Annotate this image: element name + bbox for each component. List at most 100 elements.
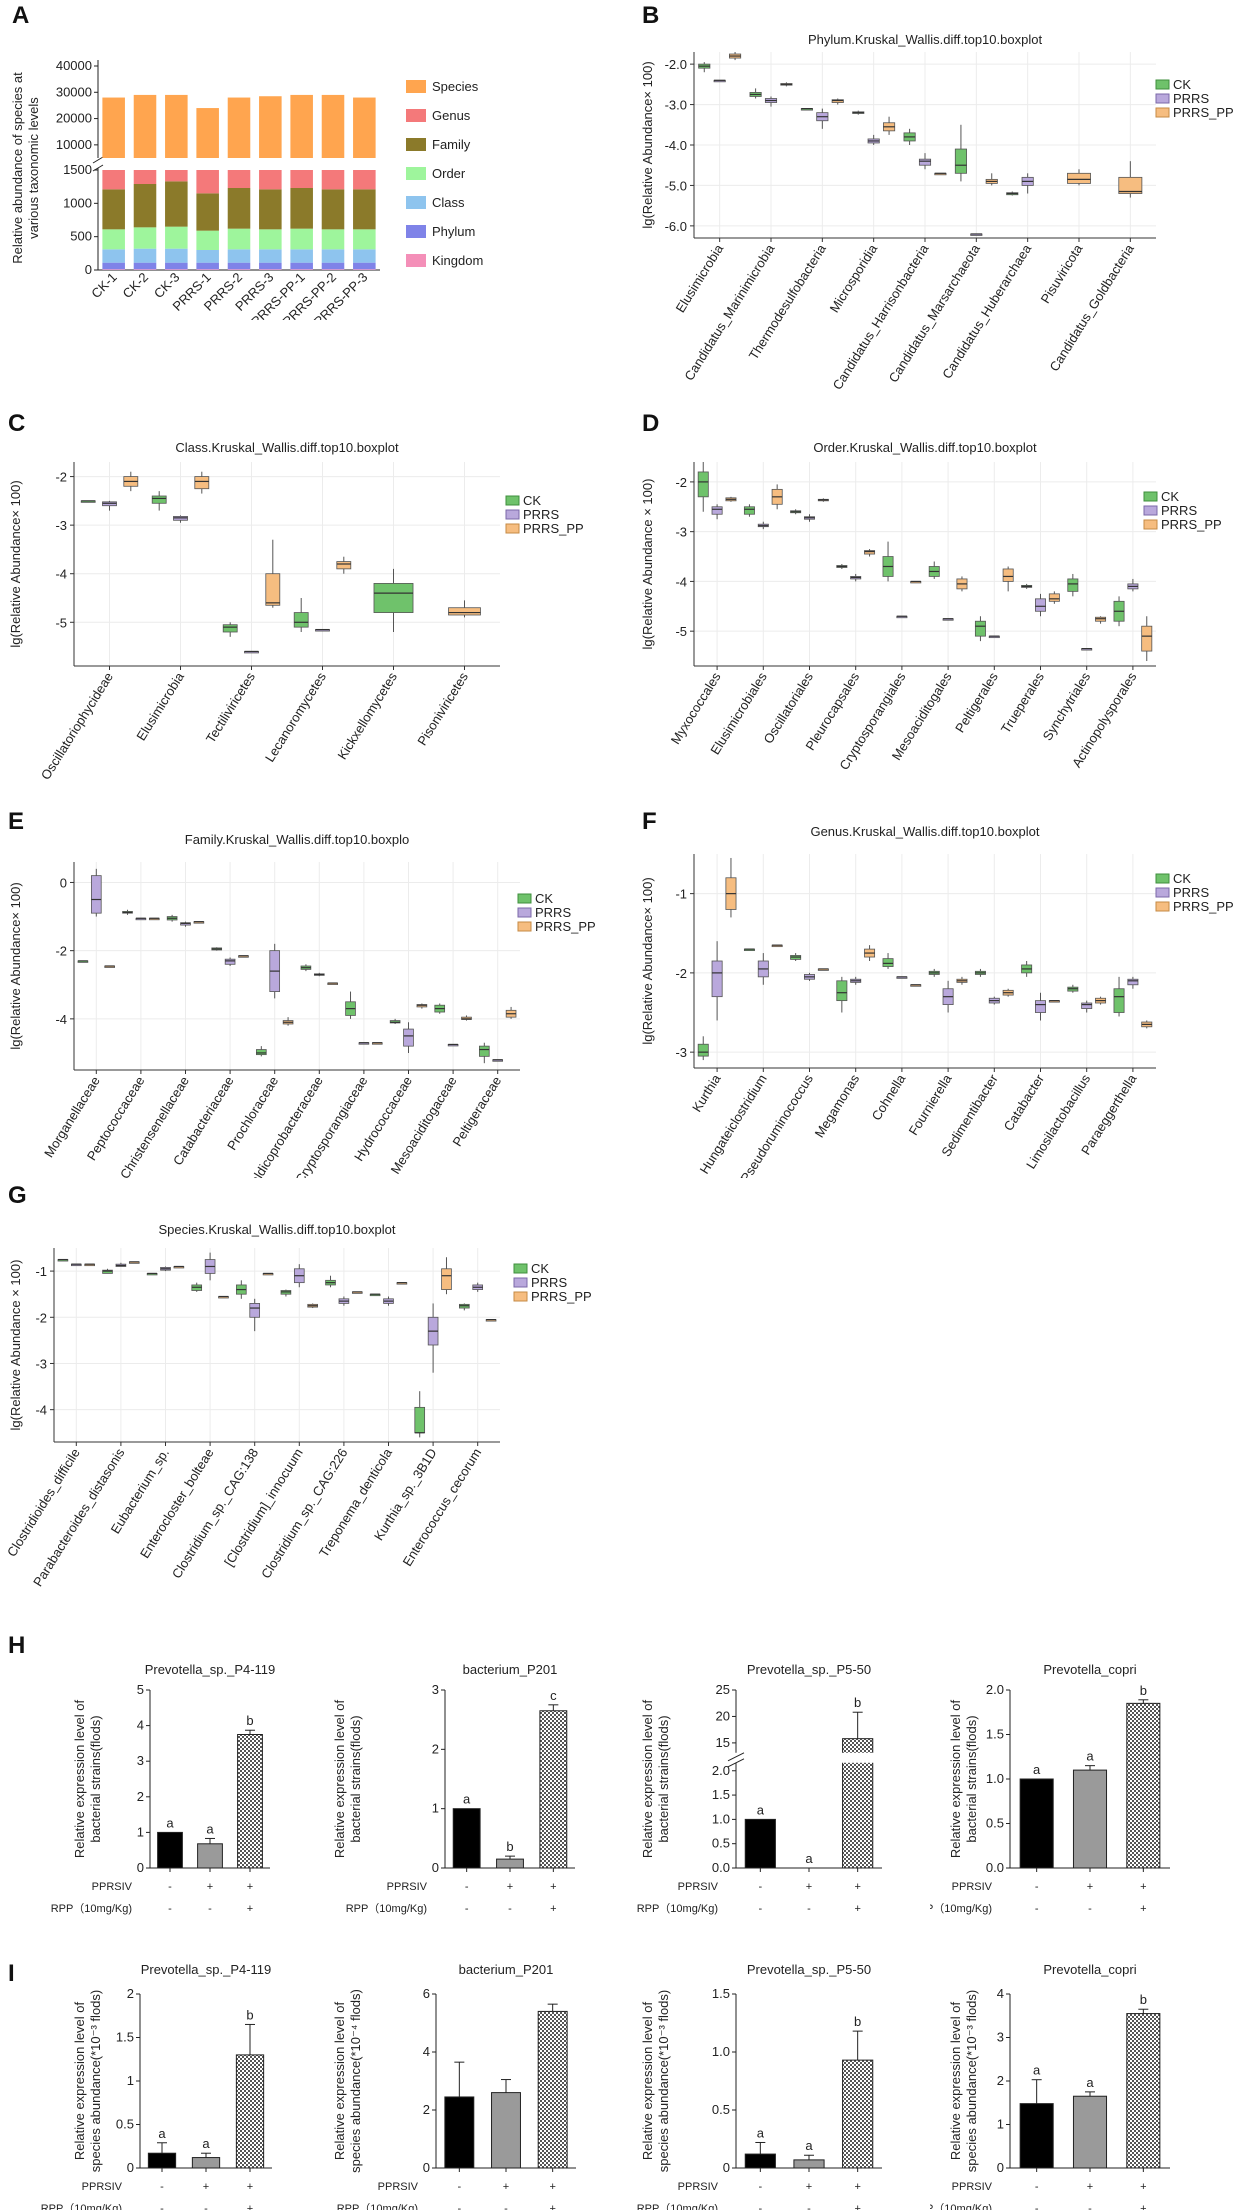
chart-title: Prevotella_copri — [1043, 1662, 1136, 1677]
treatment-row-label: PPRSIV — [952, 2181, 993, 2193]
bar-segment-species — [102, 97, 125, 158]
y-tick-label: -2 — [35, 1310, 47, 1325]
y-tick-label: 0 — [127, 2160, 134, 2175]
legend-swatch-genus — [406, 109, 426, 122]
bar-segment-genus — [165, 170, 188, 182]
significance-letter: a — [757, 1802, 765, 1817]
bar-segment-species — [259, 96, 282, 158]
treatment-sign: - — [1035, 2181, 1039, 2193]
x-tick-label: Oscillatoriophycideae — [38, 670, 116, 783]
legend-label-phylum: Phylum — [432, 224, 475, 239]
y-tick-label: 1.0 — [986, 1771, 1004, 1786]
stacked-bar-chart-taxonomy: 10000 20000 30000 40000 0 500 1000 1500 Relative… — [10, 58, 483, 320]
bar-segment-genus — [259, 170, 282, 190]
y-tick-label: 2.0 — [712, 1763, 730, 1778]
significance-letter: a — [202, 2136, 210, 2151]
panel-label-d: D — [642, 410, 660, 437]
legend-label-ck: CK — [523, 493, 541, 508]
legend-swatch-kingdom — [406, 254, 426, 267]
chart-title: Prevotella_copri — [1043, 1962, 1136, 1977]
y-tick-label: 2 — [423, 2102, 430, 2117]
y-tick-label: 500 — [70, 229, 92, 244]
box-body — [403, 1028, 414, 1047]
box-body — [414, 1406, 426, 1434]
legend-label-prrs: PRRS — [1161, 503, 1197, 518]
box-body — [441, 1268, 452, 1290]
treatment-sign: - — [457, 2181, 461, 2193]
bar-segment-species — [227, 97, 251, 158]
y-axis-label-line: species abundance(*10⁻³ flods) — [964, 1990, 979, 2172]
y-tick-label: -2 — [55, 470, 67, 485]
y-axis-label-line: Relative expression level of — [72, 1699, 87, 1858]
bar — [1126, 2013, 1161, 2169]
significance-letter: a — [805, 1851, 813, 1866]
treatment-row-label: RPP（10mg/Kg) — [337, 2202, 418, 2210]
box-body — [1035, 1000, 1046, 1013]
bar-segment-kingdom — [321, 269, 345, 270]
y-tick-label: -3.0 — [665, 98, 687, 113]
chart-title: Prevotella_sp._P5-50 — [747, 1962, 871, 1977]
box-body — [1118, 176, 1143, 194]
box-body — [1081, 1002, 1093, 1009]
x-tick-label: Microsporidia — [827, 241, 881, 315]
bar-segment-genus — [102, 170, 125, 190]
y-axis-label: lg(Relative Abundance × 100) — [640, 479, 655, 650]
bar — [1072, 2095, 1108, 2169]
y-axis-label: Relative expression level ofspecies abun… — [640, 1990, 671, 2172]
bar-segment-phylum — [321, 262, 345, 270]
y-tick-label: 2 — [137, 1789, 144, 1804]
legend-label-family: Family — [432, 137, 471, 152]
box-body — [954, 148, 967, 174]
legend-swatch-prrs — [1143, 505, 1158, 516]
significance-letter: a — [463, 1792, 471, 1807]
x-tick-label: Synchytriales — [1040, 669, 1094, 743]
boxplot-order: Order.Kruskal_Wallis.diff.top10.boxplot -… — [640, 440, 1222, 773]
y-tick-label: -5.0 — [665, 178, 687, 193]
significance-letter: b — [246, 2007, 253, 2022]
bar-segment-genus — [321, 170, 345, 190]
bar — [842, 2059, 874, 2169]
panel-label-e: E — [8, 808, 25, 835]
treatment-sign: + — [854, 2181, 860, 2193]
y-axis-label-line: bacterial strains(flods) — [964, 1715, 979, 1842]
chart-title: Class.Kruskal_Wallis.diff.top10.boxplot — [175, 440, 399, 455]
bar-segment-phylum — [259, 262, 282, 270]
bar-segment-family — [290, 188, 313, 229]
chart-title: Species.Kruskal_Wallis.diff.top10.boxplo… — [158, 1222, 395, 1237]
x-tick-label: Clostridium_sp._CAG:226 — [258, 1446, 350, 1581]
x-tick-label: Candidatus_Harrisonbacteria — [830, 241, 932, 392]
x-tick-label: Megamonas — [812, 1071, 863, 1140]
y-tick-label: 4 — [423, 2044, 430, 2059]
x-tick-label: Peltigerales — [952, 669, 1001, 735]
box-body — [151, 495, 167, 504]
box-body — [479, 1045, 490, 1057]
box-body — [194, 476, 210, 490]
bar-segment-phylum — [165, 262, 188, 270]
legend-label-ck: CK — [1161, 489, 1179, 504]
x-tick-label: Elusimicrobia — [133, 669, 187, 743]
x-tick-label: CK-2 — [120, 270, 152, 302]
significance-letter: a — [805, 2138, 813, 2153]
y-tick-label: -5 — [55, 615, 67, 630]
bar-segment-class — [321, 249, 345, 263]
bar-segment-order — [353, 229, 376, 250]
x-tick-label: Cohnella — [869, 1071, 909, 1123]
treatment-row-label: RPP（10mg/Kg) — [346, 1902, 427, 1915]
y-tick-label: 20 — [716, 1708, 730, 1723]
y-axis-label: lg(Relative Abundance× 100) — [640, 61, 655, 228]
axis-break — [727, 1752, 745, 1762]
box-body — [918, 158, 932, 166]
bar-chart-h1: Prevotella_sp._P4-119 Relative expression… — [51, 1662, 276, 1915]
y-tick-label: 3 — [432, 1682, 439, 1697]
bar-segment-family — [165, 181, 188, 227]
x-tick-label: Kickxellomycetes — [334, 669, 400, 762]
bar-segment-class — [227, 249, 251, 263]
legend-swatch-family — [406, 138, 426, 151]
y-tick-label: 40000 — [56, 58, 92, 73]
bar-segment-order — [290, 228, 313, 250]
bar-segment-order — [227, 228, 251, 250]
box-body — [373, 583, 414, 613]
y-axis-label: Relative abundance of species atvarious … — [10, 72, 41, 264]
legend-swatch-order — [406, 167, 426, 180]
panel-label-c: C — [8, 410, 26, 437]
